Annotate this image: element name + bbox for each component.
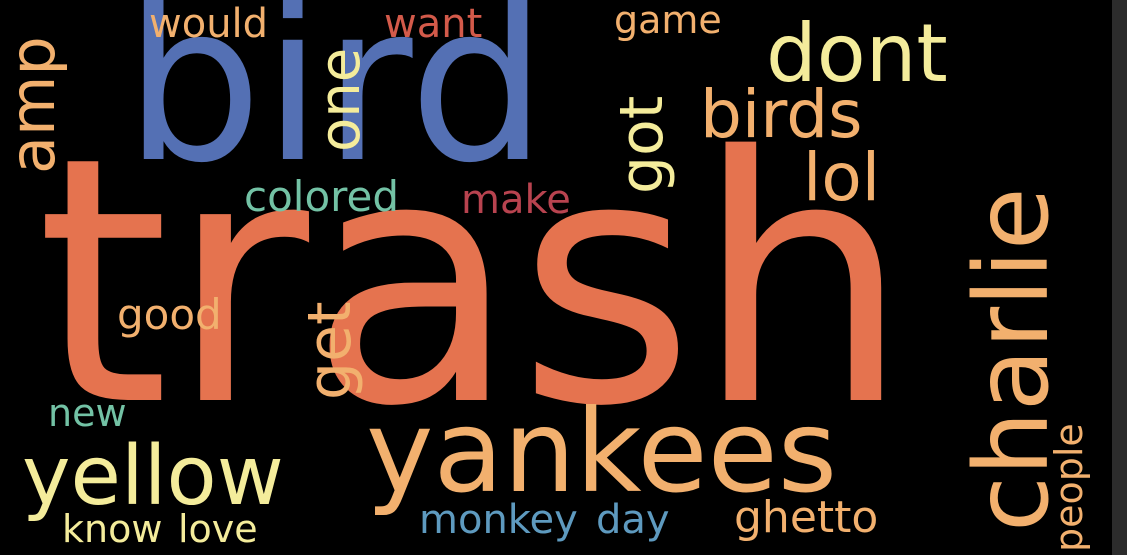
word-yellow: yellow [22, 429, 284, 524]
word-get: get [295, 301, 365, 400]
word-got: got [607, 95, 677, 194]
word-yankees: yankees [366, 385, 838, 518]
word-trash: trash [36, 85, 911, 481]
window-edge [1112, 0, 1127, 555]
word-bird: bird [124, 0, 548, 211]
word-good: good [117, 290, 222, 339]
word-birds: birds [700, 76, 863, 153]
word-monkey: monkey [419, 497, 578, 543]
word-make: make [461, 177, 571, 223]
word-would: would [149, 1, 269, 47]
word-dont: dont [766, 7, 948, 100]
word-people: people [1047, 423, 1091, 552]
word-one: one [308, 47, 373, 152]
word-game: game [614, 0, 722, 42]
word-know: know [62, 507, 163, 551]
word-day: day [596, 497, 670, 543]
word-colored: colored [244, 172, 399, 221]
word-want: want [384, 1, 483, 47]
word-new: new [48, 391, 127, 435]
word-lol: lol [803, 139, 881, 216]
word-ghetto: ghetto [734, 492, 879, 543]
word-amp: amp [0, 36, 69, 174]
word-love: love [178, 507, 258, 551]
